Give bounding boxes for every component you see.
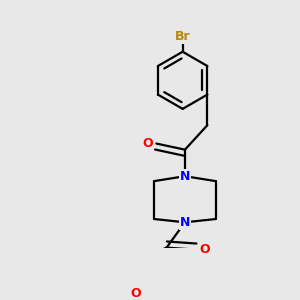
Text: N: N bbox=[180, 216, 190, 229]
Text: O: O bbox=[200, 243, 210, 256]
Text: O: O bbox=[131, 287, 141, 300]
Text: O: O bbox=[142, 137, 153, 150]
Text: N: N bbox=[180, 170, 190, 183]
Text: Br: Br bbox=[175, 30, 190, 43]
